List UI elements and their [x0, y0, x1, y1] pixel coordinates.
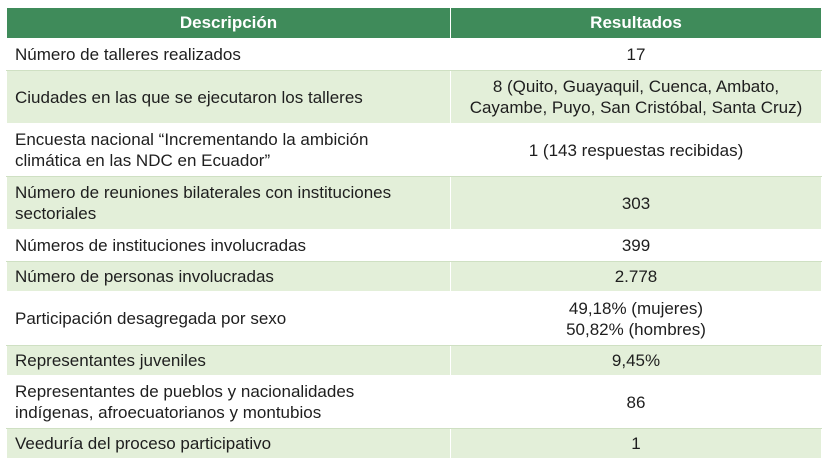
- row-result: 2.778: [450, 261, 822, 292]
- row-description: Encuesta nacional “Incrementando la ambi…: [6, 123, 451, 177]
- table-row: Números de instituciones involucradas 39…: [6, 229, 822, 262]
- table-row: Veeduría del proceso participativo 1: [6, 428, 822, 459]
- row-result: 1 (143 respuestas recibidas): [450, 123, 822, 177]
- row-result: 399: [450, 229, 822, 262]
- row-description: Número de personas involucradas: [6, 261, 451, 292]
- row-result: 1: [450, 428, 822, 459]
- table-row: Número de talleres realizados 17: [6, 38, 822, 71]
- row-result: 8 (Quito, Guayaquil, Cuenca, Ambato, Cay…: [450, 70, 822, 124]
- row-description: Representantes de pueblos y nacionalidad…: [6, 375, 451, 429]
- table-row: Participación desagregada por sexo 49,18…: [6, 291, 822, 346]
- result-line: 50,82% (hombres): [566, 319, 706, 339]
- row-result: 86: [450, 375, 822, 429]
- row-description: Representantes juveniles: [6, 345, 451, 376]
- description-line: indígenas, afroecuatorianos y montubios: [15, 403, 322, 422]
- table-row: Número de reuniones bilaterales con inst…: [6, 176, 822, 230]
- description-line: Representantes de pueblos y nacionalidad…: [15, 382, 355, 401]
- description-line: climática en las NDC en Ecuador”: [15, 151, 271, 170]
- results-table: Descripción Resultados Número de tallere…: [6, 7, 822, 459]
- header-description: Descripción: [6, 7, 451, 39]
- result-line: 1: [631, 434, 641, 453]
- description-line: Ciudades en las que se ejecutaron los ta…: [15, 87, 363, 107]
- result-line: 399: [621, 236, 651, 255]
- result-line: 1 (143 respuestas recibidas): [528, 140, 744, 160]
- result-line: Cayambe, Puyo, San Cristóbal, Santa Cruz…: [469, 98, 803, 117]
- result-line: 303: [621, 193, 651, 213]
- table-header-row: Descripción Resultados: [6, 7, 822, 39]
- result-line: 2.778: [614, 267, 658, 286]
- row-description: Ciudades en las que se ejecutaron los ta…: [6, 70, 451, 124]
- table-row: Representantes juveniles 9,45%: [6, 345, 822, 376]
- result-line: 8 (Quito, Guayaquil, Cuenca, Ambato,: [492, 77, 780, 96]
- result-line: 49,18% (mujeres): [568, 298, 704, 318]
- description-line: Número de personas involucradas: [15, 267, 274, 286]
- row-result: 9,45%: [450, 345, 822, 376]
- row-description: Número de reuniones bilaterales con inst…: [6, 176, 451, 230]
- table-row: Número de personas involucradas 2.778: [6, 261, 822, 292]
- row-result: 17: [450, 38, 822, 71]
- table-row: Encuesta nacional “Incrementando la ambi…: [6, 123, 822, 177]
- row-description: Veeduría del proceso participativo: [6, 428, 451, 459]
- row-result: 49,18% (mujeres) 50,82% (hombres): [450, 291, 822, 346]
- description-line: Número de talleres realizados: [15, 45, 241, 64]
- table-row: Representantes de pueblos y nacionalidad…: [6, 375, 822, 429]
- row-description: Números de instituciones involucradas: [6, 229, 451, 262]
- row-description: Participación desagregada por sexo: [6, 291, 451, 346]
- table-row: Ciudades en las que se ejecutaron los ta…: [6, 70, 822, 124]
- description-line: Encuesta nacional “Incrementando la ambi…: [15, 130, 369, 149]
- row-description: Número de talleres realizados: [6, 38, 451, 71]
- description-line: Veeduría del proceso participativo: [15, 434, 272, 453]
- description-line: Representantes juveniles: [15, 351, 206, 370]
- description-line: Participación desagregada por sexo: [15, 309, 287, 328]
- row-result: 303: [450, 176, 822, 230]
- description-line: sectoriales: [15, 204, 97, 223]
- result-line: 17: [626, 45, 646, 64]
- description-line: Número de reuniones bilaterales con inst…: [15, 183, 392, 202]
- result-line: 9,45%: [611, 351, 661, 370]
- description-line: Números de instituciones involucradas: [15, 236, 307, 255]
- header-results: Resultados: [450, 7, 822, 39]
- result-line: 86: [626, 392, 646, 412]
